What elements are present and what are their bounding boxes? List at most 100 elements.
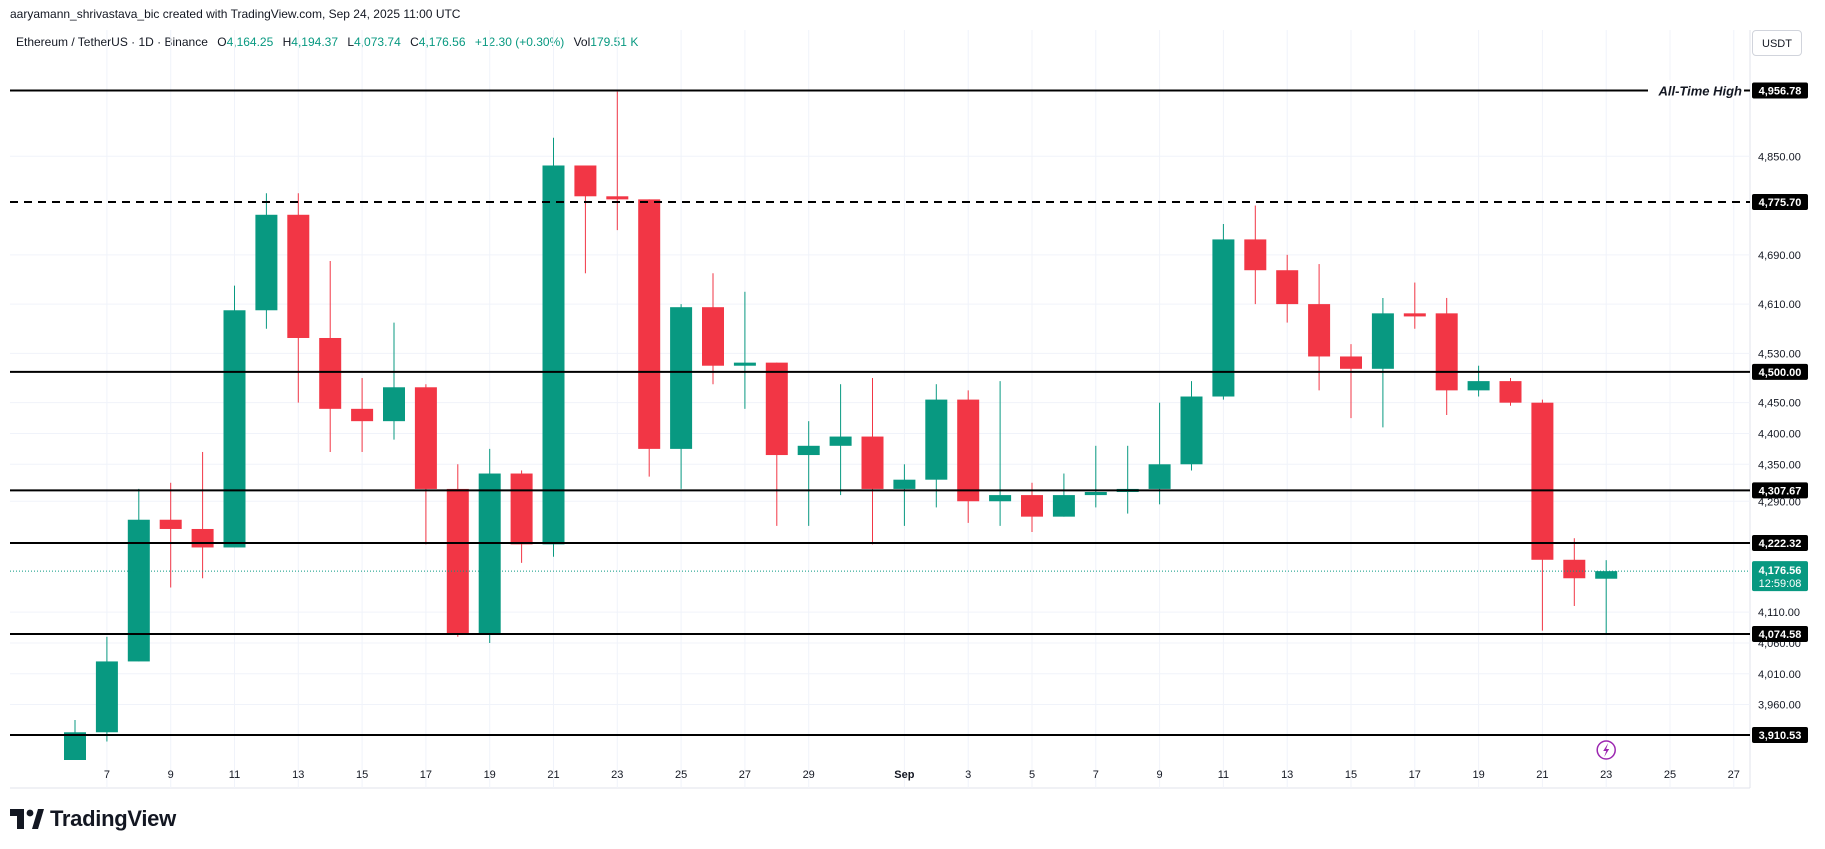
time-tick-label: 3 [965,769,971,781]
level-price-tag [1752,363,1808,380]
candle-body [1435,313,1458,391]
level-price-label: 4,775.70 [1759,197,1802,209]
candle-body [1148,464,1171,489]
candle-body [64,732,86,760]
candle-body [223,310,246,548]
candle-body [1563,559,1586,579]
candle-body [1403,313,1426,317]
candle-body [957,399,980,502]
time-tick-label: 11 [1218,769,1229,781]
price-axis: 4,850.00 4,690.00 4,610.00 4,530.00 4,450.00… [1752,82,1808,744]
candle-body [1180,396,1203,465]
candle-body [1340,356,1362,369]
candle-body [191,528,214,548]
candle-body [893,479,916,489]
time-tick-label: 5 [1029,769,1035,781]
time-tick-label: 21 [1536,769,1548,781]
candle-body [1531,402,1554,560]
candle-body [797,445,820,456]
price-tick-label: 4,400.00 [1758,428,1801,440]
high-value: 4,194.37 [291,35,339,49]
level-price-label: 4,307.67 [1759,485,1802,497]
time-tick-label: 25 [675,769,687,781]
time-tick-label: 19 [1472,769,1484,781]
candle-body [1499,381,1522,403]
symbol-legend: Ethereum / TetherUS · 1D · Binance O4,16… [16,35,638,49]
last-price-label: 4,176.56 [1759,565,1802,577]
open-label: O [217,35,227,49]
level-price-label: 3,910.53 [1759,730,1802,742]
volume-label: Vol [573,35,591,49]
time-tick-label: 9 [1157,769,1163,781]
all-time-high-annotation: All-Time High [1657,83,1742,98]
level-price-tag [1752,482,1808,499]
time-tick-label: 27 [1728,769,1740,781]
candle-body [606,196,629,200]
symbol-name[interactable]: Ethereum / TetherUS · 1D · Binance [16,35,208,49]
candle-body [287,214,310,338]
candle-body [1244,239,1267,271]
candle-body [542,165,565,545]
time-tick-label: 21 [547,769,559,781]
candle-body [510,473,533,545]
candlestick-series [64,91,1618,760]
time-tick-label: 11 [229,769,240,781]
candle-body [127,519,150,662]
time-axis: 7 9 11 13 15 17 19 21 23 25 27 29 Sep 3 5 7 9 11 13 15 17 19 2… [104,769,1740,781]
candle-body [478,473,501,634]
price-tick-label: 4,350.00 [1758,459,1801,471]
candle-body [1308,304,1331,357]
level-price-tag [1752,727,1808,744]
candle-body [255,214,278,311]
time-tick-label: 17 [420,769,432,781]
time-tick-label: 29 [803,769,815,781]
price-tick-label: 3,960.00 [1758,700,1801,712]
candle-body [414,387,437,489]
open-value: 4,164.25 [226,35,274,49]
time-tick-label: Sep [894,769,914,781]
candle-body [925,399,948,480]
price-tick-label: 4,690.00 [1758,250,1801,262]
candle-body [319,337,342,409]
currency-button[interactable]: USDT [1752,30,1802,56]
close-label: C [410,35,419,49]
price-tick-label: 4,610.00 [1758,299,1801,311]
time-tick-label: 13 [1281,769,1293,781]
price-tick-label: 4,530.00 [1758,348,1801,360]
low-label: L [347,35,355,49]
chart-caption: aaryamann_shrivastava_bic created with T… [10,7,461,21]
price-tick-label: 4,450.00 [1758,398,1801,410]
candle-body [95,661,118,733]
time-tick-label: 15 [1345,769,1357,781]
price-tick-label: 4,110.00 [1758,607,1800,619]
countdown-label: 12:59:08 [1759,578,1802,590]
price-chart[interactable]: All-Time High 4,850.004,690.004,610.004,… [0,0,1825,800]
candle-body [1276,270,1299,305]
level-price-label: 4,500.00 [1759,367,1802,379]
level-price-tag [1752,534,1808,551]
annotation-background [1648,80,1744,99]
change-value: +12.30 (+0.30%) [474,35,565,49]
last-price-tag [1752,561,1808,592]
candle-body [159,519,182,529]
candle-body [351,408,374,422]
level-price-label: 4,074.58 [1759,629,1802,641]
time-tick-label: 7 [104,769,110,781]
candle-body [1595,571,1618,579]
candle-body [1021,495,1043,517]
level-price-label: 4,956.78 [1759,85,1802,97]
candle-body [1084,492,1107,496]
candle-body [638,199,661,449]
candle-body [446,488,469,634]
time-tick-label: 19 [484,769,496,781]
level-price-label: 4,222.32 [1759,538,1802,550]
high-label: H [282,35,292,49]
tradingview-logo-icon [10,809,44,829]
volume-value: 179.51 K [590,35,639,49]
time-tick-label: 15 [356,769,368,781]
horizontal-levels: All-Time High [10,80,1750,760]
time-tick-label: 23 [1600,769,1612,781]
price-tick-label: 4,850.00 [1758,151,1801,163]
time-tick-label: 25 [1664,769,1676,781]
candle-body [383,387,405,422]
